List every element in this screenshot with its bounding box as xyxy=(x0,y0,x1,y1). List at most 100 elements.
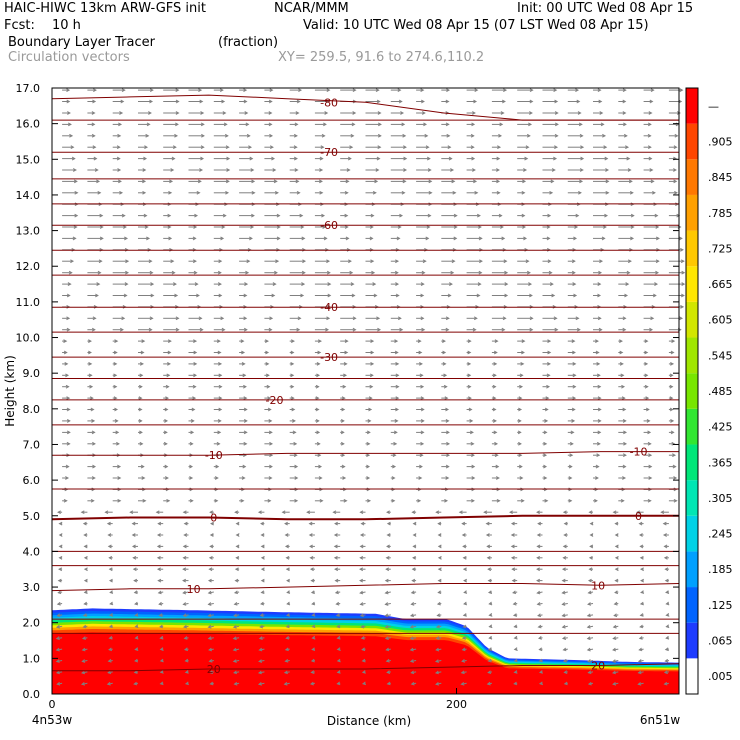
vector-arrowhead-1317 xyxy=(503,88,508,93)
vector-arrowhead-707 xyxy=(241,362,246,366)
vector-arrowhead-299 xyxy=(663,555,668,560)
vector-arrowhead-908 xyxy=(274,270,278,275)
vector-arrowhead-1294 xyxy=(554,99,559,104)
vector-arrowhead-522 xyxy=(622,453,627,458)
vector-arrowhead-321 xyxy=(589,544,594,549)
y-axis-title: Height (km) xyxy=(3,355,17,426)
vector-arrowhead-121 xyxy=(586,636,591,641)
vector-arrowhead-1104 xyxy=(169,179,174,184)
vector-arrowhead-1261 xyxy=(352,111,357,115)
vector-arrowhead-518 xyxy=(518,453,523,458)
vector-arrowhead-1098 xyxy=(652,190,656,195)
vector-arrowhead-1022 xyxy=(630,225,635,229)
vector-arrowhead-484 xyxy=(294,464,299,469)
vector-arrowhead-1044 xyxy=(547,213,552,218)
vector-arrowhead-802 xyxy=(121,316,126,321)
vector-arrowhead-398 xyxy=(636,510,640,515)
vector-arrowhead-198 xyxy=(639,601,644,606)
vector-arrowhead-356 xyxy=(210,521,214,526)
vector-arrowhead-1009 xyxy=(300,225,305,229)
vector-arrowhead-631 xyxy=(218,396,223,401)
vector-arrowhead-682 xyxy=(242,373,247,378)
vector-arrowhead-158 xyxy=(259,613,264,617)
vector-arrowhead-1126 xyxy=(94,168,99,172)
vector-arrowhead-1313 xyxy=(397,88,402,93)
vector-arrowhead-55 xyxy=(184,658,189,663)
vector-arrowhead-326 xyxy=(83,533,88,537)
vector-arrowhead-262 xyxy=(359,567,364,572)
vector-arrowhead-1306 xyxy=(219,88,224,93)
vector-arrowhead-1095 xyxy=(578,190,582,195)
vector-arrowhead-762 xyxy=(370,339,375,343)
vector-arrowhead-1216 xyxy=(470,133,475,138)
vector-arrowhead-867 xyxy=(504,293,509,298)
vector-arrowhead-1127 xyxy=(117,168,122,172)
vector-arrowhead-283 xyxy=(260,555,265,560)
vector-arrowhead-1148 xyxy=(649,168,654,172)
vector-arrowhead-1305 xyxy=(198,88,203,93)
vector-arrowhead-80 xyxy=(183,647,189,652)
vector-arrowhead-178 xyxy=(134,601,139,606)
vector-arrowhead-235 xyxy=(310,578,315,583)
vector-arrowhead-389 xyxy=(411,510,416,515)
vector-arrowhead-1264 xyxy=(421,111,426,115)
vector-arrowhead-600 xyxy=(66,407,71,412)
vector-arrowhead-390 xyxy=(435,510,440,515)
vector-arrowhead-607 xyxy=(243,407,248,412)
vector-arrowhead-1033 xyxy=(276,213,281,218)
vector-arrowhead-61 xyxy=(336,658,341,663)
vector-arrowhead-785 xyxy=(325,327,330,332)
vector-arrowhead-485 xyxy=(318,464,323,469)
vector-arrowhead-458 xyxy=(268,476,273,480)
vector-arrowhead-547 xyxy=(623,441,628,446)
vector-arrowhead-1076 xyxy=(97,190,102,195)
vector-arrowhead-31 xyxy=(208,670,213,674)
vector-arrowhead-1304 xyxy=(175,88,180,93)
vector-arrowhead-641 xyxy=(468,396,472,401)
vector-arrowhead-878 xyxy=(150,282,155,286)
vector-arrowhead-1318 xyxy=(529,88,534,93)
vector-arrowhead-28 xyxy=(133,670,138,674)
vector-arrowhead-482 xyxy=(242,464,247,469)
vector-arrowhead-481 xyxy=(215,464,220,469)
vector-arrowhead-671 xyxy=(597,384,602,389)
vector-arrowhead-1210 xyxy=(321,133,326,138)
vector-arrowhead-162 xyxy=(359,613,364,618)
vector-arrowhead-468 xyxy=(519,476,524,480)
vector-arrowhead-404 xyxy=(166,498,171,503)
contour-label-0: -80 xyxy=(320,96,338,109)
vector-arrowhead-197 xyxy=(613,601,618,606)
vector-arrowhead-95 xyxy=(562,647,567,652)
vector-arrowhead-1100 xyxy=(73,179,78,184)
vector-arrowhead-868 xyxy=(529,293,533,298)
vector-arrowhead-29 xyxy=(159,670,164,674)
vector-arrowhead-851 xyxy=(95,293,99,298)
vector-arrowhead-822 xyxy=(622,316,627,321)
vector-arrowhead-4 xyxy=(159,681,164,686)
vector-arrowhead-109 xyxy=(285,636,290,640)
vector-arrowhead-540 xyxy=(446,441,451,446)
vector-arrowhead-733 xyxy=(265,350,270,355)
vector-arrowhead-1021 xyxy=(603,225,607,229)
vector-arrowhead-293 xyxy=(510,555,515,560)
contour-label-2: -60 xyxy=(320,219,338,232)
vector-arrowhead-84 xyxy=(284,647,289,652)
vector-arrowhead-1027 xyxy=(121,213,126,218)
vector-arrowhead-510 xyxy=(317,453,322,458)
vector-arrowhead-348 xyxy=(638,533,643,537)
vector-arrowhead-97 xyxy=(612,647,617,652)
vector-arrowhead-183 xyxy=(260,601,265,606)
vector-arrowhead-144 xyxy=(537,624,542,629)
vector-arrowhead-1115 xyxy=(451,179,456,184)
vector-arrowhead-465 xyxy=(445,476,450,480)
vector-arrowhead-1118 xyxy=(522,179,527,184)
y-tick-label-12: 12.0 xyxy=(16,260,41,273)
vector-arrowhead-1224 xyxy=(674,133,679,138)
vector-arrowhead-704 xyxy=(167,362,171,366)
vector-arrowhead-1142 xyxy=(496,168,500,172)
vector-arrowhead-983 xyxy=(276,236,281,241)
vector-arrowhead-1005 xyxy=(193,225,198,229)
vector-arrowhead-94 xyxy=(538,647,543,652)
vector-arrowhead-291 xyxy=(462,555,467,560)
vector-arrowhead-731 xyxy=(217,350,222,355)
